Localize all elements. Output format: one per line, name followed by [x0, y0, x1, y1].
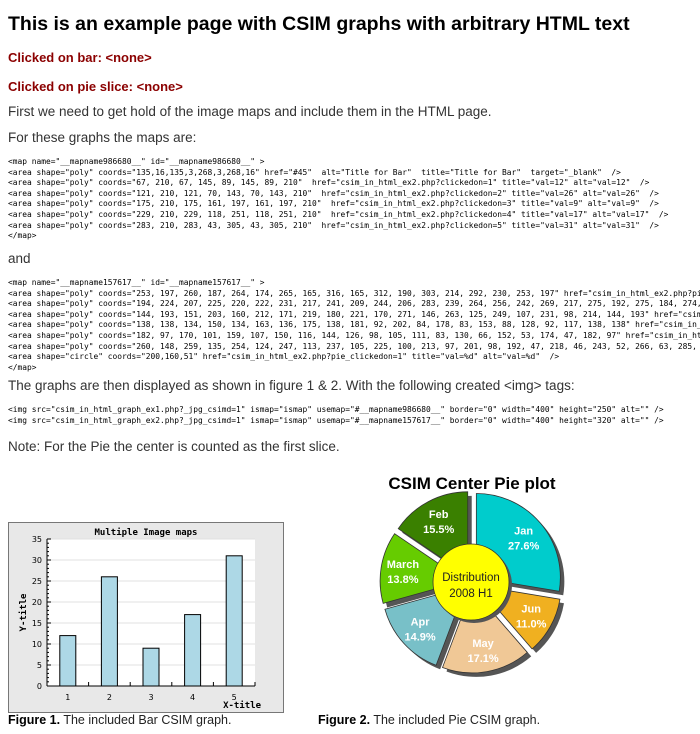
slice-percent: 11.0% [516, 619, 547, 631]
y-tick-label: 20 [32, 598, 42, 607]
code-line: <area shape="circle" coords="200,160,51"… [8, 352, 560, 362]
pie-slice-may [441, 588, 528, 674]
code-line: <img src="csim_in_html_graph_ex1.php?_jp… [8, 405, 664, 414]
code-line: <area shape="poly" coords="67, 210, 67, … [8, 178, 650, 188]
code-line: <area shape="poly" coords="144, 193, 151… [8, 309, 700, 319]
img-tags-code: <img src="csim_in_html_graph_ex1.php?_jp… [8, 405, 700, 426]
bar [225, 555, 243, 687]
pie-chart[interactable]: CSIM Center Pie plot Jan 27.6% Jun 11.0% May 1… [370, 468, 700, 693]
slice-percent: 17.1% [467, 653, 498, 665]
y-tick-label: 25 [32, 577, 42, 586]
bar [100, 576, 118, 687]
center-label: 2008 H1 [449, 588, 492, 600]
x-tick-label: 1 [65, 693, 70, 702]
x-tick-label: 4 [190, 693, 195, 702]
figure-2-text: The included Pie CSIM graph. [370, 713, 541, 727]
code-line: <area shape="poly" coords="135,16,135,3,… [8, 167, 621, 177]
figure-1-label: Figure 1. [8, 713, 61, 727]
code-line: <area shape="poly" coords="194, 224, 207… [8, 299, 700, 309]
clicked-bar-status: Clicked on bar: <none> [8, 50, 152, 65]
displayed-text: The graphs are then displayed as shown i… [8, 378, 575, 393]
y-tick-label: 15 [32, 619, 42, 628]
figure-2-label: Figure 2. [318, 713, 371, 727]
slice-label: Apr [411, 617, 431, 629]
x-tick-label: 5 [232, 693, 237, 702]
code-line: <area shape="poly" coords="283, 210, 283… [8, 220, 659, 230]
bar [142, 647, 160, 687]
code-line: </map> [8, 231, 37, 241]
pie-center-circle [432, 543, 510, 621]
code-line: <area shape="poly" coords="121, 210, 121… [8, 188, 659, 198]
y-tick-label: 0 [37, 682, 42, 691]
y-axis-title: Y-title [18, 593, 29, 632]
code-line: <area shape="poly" coords="175, 210, 175… [8, 199, 659, 209]
slice-percent: 13.8% [387, 574, 418, 586]
clicked-pie-status: Clicked on pie slice: <none> [8, 79, 183, 94]
figure-2-caption: Figure 2. The included Pie CSIM graph. [318, 713, 540, 727]
code-line: </map> [8, 362, 37, 372]
x-tick-label: 2 [107, 693, 112, 702]
figure-1-caption: Figure 1. The included Bar CSIM graph. [8, 713, 231, 727]
pie-map-code: <map name="__mapname157617__" id="__mapn… [8, 278, 700, 373]
figure-1-text: The included Bar CSIM graph. [60, 713, 232, 727]
page-title: This is an example page with CSIM graphs… [8, 13, 630, 35]
code-line: <map name="__mapname986680__" id="__mapn… [8, 157, 265, 166]
code-line: <area shape="poly" coords="253, 197, 260… [8, 288, 700, 298]
pie-title: CSIM Center Pie plot [388, 474, 556, 493]
y-tick-label: 30 [32, 556, 42, 565]
code-line: <area shape="poly" coords="229, 210, 229… [8, 209, 669, 219]
note-text: Note: For the Pie the center is counted … [8, 439, 340, 454]
code-line: <area shape="poly" coords="260, 148, 259… [8, 341, 700, 351]
code-line: <map name="__mapname157617__" id="__mapn… [8, 278, 265, 287]
y-tick-label: 10 [32, 640, 42, 649]
slice-label: Feb [429, 509, 449, 521]
code-line: <area shape="poly" coords="138, 138, 134… [8, 320, 700, 330]
x-axis-title: X-title [223, 700, 262, 711]
y-tick-label: 35 [32, 535, 42, 544]
bar [184, 614, 202, 687]
y-tick-label: 5 [37, 661, 42, 670]
bar-map-code: <map name="__mapname986680__" id="__mapn… [8, 157, 700, 242]
slice-percent: 15.5% [423, 524, 454, 536]
slice-percent: 27.6% [508, 540, 539, 552]
bar [59, 635, 77, 687]
and-text: and [8, 251, 31, 266]
code-line: <area shape="poly" coords="182, 97, 170,… [8, 330, 700, 340]
maps-intro-text: For these graphs the maps are: [8, 130, 197, 145]
slice-label: Jan [514, 525, 533, 537]
x-tick-label: 3 [148, 693, 153, 702]
center-label: Distribution [442, 572, 500, 584]
slice-percent: 14.9% [404, 632, 435, 644]
intro-text: First we need to get hold of the image m… [8, 104, 492, 119]
code-line: <img src="csim_in_html_graph_ex2.php?_jp… [8, 415, 664, 425]
slice-label: May [472, 638, 494, 650]
slice-label: Jun [521, 604, 541, 616]
slice-label: March [387, 559, 420, 571]
chart-title: Multiple Image maps [95, 527, 198, 538]
